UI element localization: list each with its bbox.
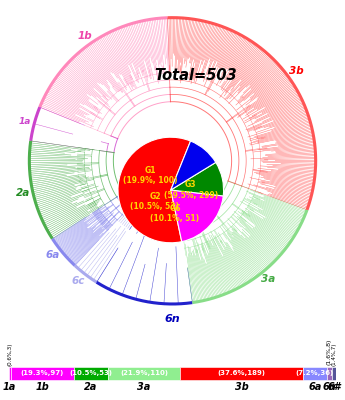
Text: 3b: 3b xyxy=(235,382,248,392)
Text: (21.9%,110): (21.9%,110) xyxy=(120,370,168,376)
Bar xyxy=(11,367,74,380)
Text: 3a: 3a xyxy=(137,382,151,392)
Text: (37.6%,189): (37.6%,189) xyxy=(218,370,266,376)
Text: 2a: 2a xyxy=(85,382,98,392)
Text: 2a: 2a xyxy=(16,188,30,198)
Bar xyxy=(327,367,332,380)
Text: 3b: 3b xyxy=(288,66,303,76)
Text: 6n: 6n xyxy=(322,382,336,392)
Bar xyxy=(108,367,180,380)
Text: 1b: 1b xyxy=(78,31,92,41)
Text: (1.6%,8): (1.6%,8) xyxy=(327,338,332,365)
Text: G3
(59.5%, 299): G3 (59.5%, 299) xyxy=(164,180,218,200)
Text: 3a: 3a xyxy=(262,274,276,284)
Text: (19.3%,97): (19.3%,97) xyxy=(21,370,64,376)
Text: (10.5%,53): (10.5%,53) xyxy=(70,370,112,376)
Text: 6a: 6a xyxy=(308,382,322,392)
Text: (0.6%,3): (0.6%,3) xyxy=(7,342,12,366)
Wedge shape xyxy=(171,141,216,190)
Wedge shape xyxy=(171,190,223,242)
Text: G1
(19.9%, 100): G1 (19.9%, 100) xyxy=(124,166,178,185)
Text: (1.4%,7): (1.4%,7) xyxy=(332,342,337,366)
Text: 6#: 6# xyxy=(327,382,341,392)
Text: 1a: 1a xyxy=(19,117,31,126)
Text: 6c: 6c xyxy=(72,276,85,286)
Bar xyxy=(180,367,303,380)
Text: 6a: 6a xyxy=(45,250,59,260)
Text: G2
(10.5%, 53): G2 (10.5%, 53) xyxy=(130,192,179,211)
Text: 1b: 1b xyxy=(35,382,49,392)
Text: (7.2%,36): (7.2%,36) xyxy=(296,370,334,376)
Wedge shape xyxy=(171,162,224,196)
Text: Total=503: Total=503 xyxy=(154,68,237,83)
Text: G6
(10.1%, 51): G6 (10.1%, 51) xyxy=(150,204,199,224)
Text: 6n: 6n xyxy=(165,314,180,324)
Bar xyxy=(303,367,327,380)
Text: 1a: 1a xyxy=(3,382,16,392)
Bar xyxy=(332,367,336,380)
Bar xyxy=(9,367,11,380)
Wedge shape xyxy=(118,137,190,243)
Bar xyxy=(74,367,108,380)
